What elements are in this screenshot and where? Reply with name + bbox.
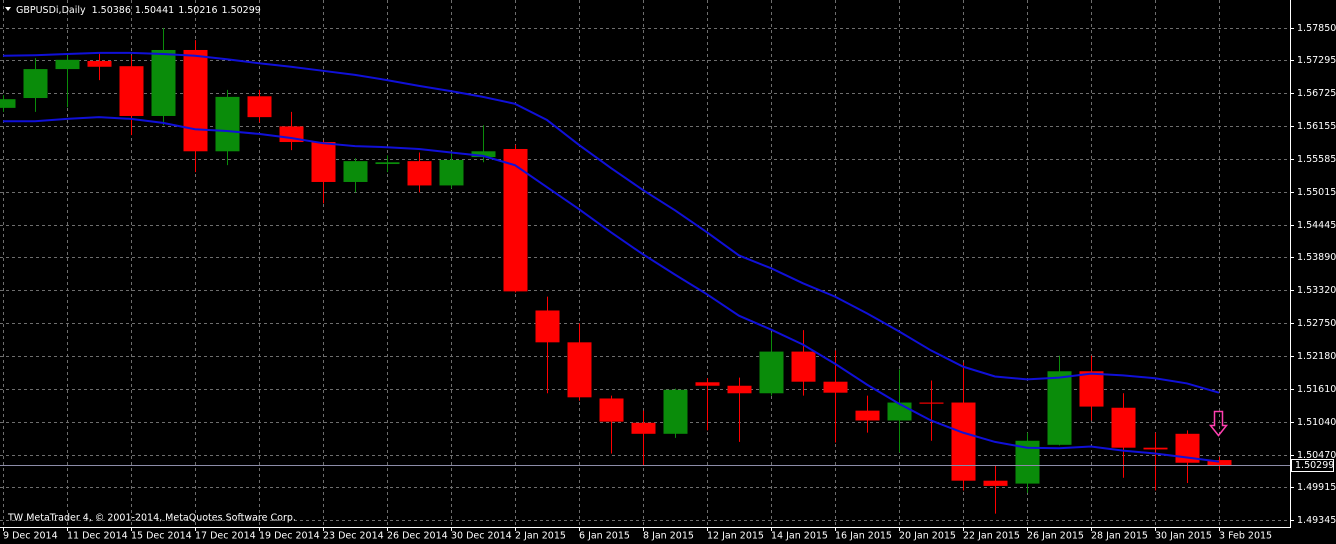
x-tick-label: 14 Jan 2015 <box>771 531 828 542</box>
candle-body <box>1047 371 1072 445</box>
candle-body <box>599 398 624 422</box>
x-tick-label: 16 Jan 2015 <box>835 531 892 542</box>
x-tick-label: 6 Jan 2015 <box>579 531 630 542</box>
y-tick-label: 1.56155 <box>1297 121 1336 132</box>
candle-body <box>247 96 272 118</box>
candle-body <box>0 99 16 108</box>
y-tick-label: 1.49345 <box>1297 515 1336 526</box>
candle-body <box>375 162 400 165</box>
candle-body <box>535 310 560 343</box>
candle-body <box>855 410 880 421</box>
candle-body <box>183 49 208 152</box>
current-price-label: 1.50299 <box>1295 460 1334 471</box>
candle-body <box>215 96 240 152</box>
candle-body <box>727 385 752 394</box>
x-tick-label: 2 Jan 2015 <box>515 531 566 542</box>
x-tick-label: 17 Dec 2014 <box>195 531 256 542</box>
candle-body <box>55 59 80 70</box>
candle-body <box>407 161 432 186</box>
candle-body <box>919 402 944 404</box>
y-tick-label: 1.51610 <box>1297 384 1336 395</box>
y-tick-label: 1.55015 <box>1297 187 1336 198</box>
current-price-box <box>1291 459 1334 472</box>
y-tick-label: 1.55585 <box>1297 154 1336 165</box>
sell-signal-arrow <box>1208 410 1229 437</box>
x-tick-label: 3 Feb 2015 <box>1219 531 1272 542</box>
candle-body <box>87 60 112 67</box>
credit: TW MetaTrader 4, © 2001-2014, MetaQuotes… <box>7 513 296 524</box>
candle-body <box>1207 460 1232 466</box>
candle-body <box>1079 371 1104 407</box>
candle-body <box>695 382 720 386</box>
y-tick-label: 1.49915 <box>1297 482 1336 493</box>
candle-body <box>1143 447 1168 450</box>
x-tick-label: 30 Jan 2015 <box>1155 531 1212 542</box>
x-tick-label: 23 Dec 2014 <box>323 531 384 542</box>
x-tick-label: 15 Dec 2014 <box>131 531 192 542</box>
y-tick-label: 1.51040 <box>1297 417 1336 428</box>
candle-body <box>567 342 592 398</box>
candle-body <box>663 389 688 434</box>
grid <box>0 0 1290 527</box>
x-tick-label: 20 Jan 2015 <box>899 531 956 542</box>
plot <box>0 27 1232 514</box>
x-tick-label: 30 Dec 2014 <box>451 531 512 542</box>
y-tick-label: 1.53890 <box>1297 252 1336 263</box>
candle-body <box>151 49 176 116</box>
candle-body <box>471 151 496 158</box>
x-tick-label: 8 Jan 2015 <box>643 531 694 542</box>
x-tick-label: 28 Jan 2015 <box>1091 531 1148 542</box>
candle-body <box>823 381 848 393</box>
y-tick-label: 1.54445 <box>1297 220 1336 231</box>
moving-average-line <box>2 51 1220 394</box>
candle-body <box>23 69 48 99</box>
chart-title: GBPUSDi,Daily 1.50386 1.50441 1.50216 1.5029… <box>16 5 261 16</box>
y-tick-label: 1.56725 <box>1297 88 1336 99</box>
y-tick-label: 1.50470 <box>1297 450 1336 461</box>
candle-body <box>1111 407 1136 448</box>
candle-body <box>791 351 816 382</box>
y-tick-label: 1.52180 <box>1297 351 1336 362</box>
candle-body <box>951 402 976 481</box>
y-tick-label: 1.53320 <box>1297 285 1336 296</box>
candle-body <box>983 480 1008 486</box>
menu-triangle[interactable] <box>5 7 11 11</box>
x-tick-label: 9 Dec 2014 <box>3 531 58 542</box>
candle-body <box>887 402 912 421</box>
x-tick-label: 26 Dec 2014 <box>387 531 448 542</box>
y-tick-label: 1.52750 <box>1297 318 1336 329</box>
x-tick-label: 19 Dec 2014 <box>259 531 320 542</box>
y-tick-label: 1.57295 <box>1297 55 1336 66</box>
candle-body <box>439 159 464 186</box>
candle-body <box>119 66 144 116</box>
y-tick-label: 1.57850 <box>1297 23 1336 34</box>
candle-body <box>343 161 368 182</box>
x-tick-label: 11 Dec 2014 <box>67 531 128 542</box>
candle-body <box>503 148 528 292</box>
x-tick-label: 26 Jan 2015 <box>1027 531 1084 542</box>
candle-body <box>759 351 784 394</box>
candle-body <box>311 142 336 182</box>
moving-average-line <box>3 116 1220 463</box>
x-tick-label: 12 Jan 2015 <box>707 531 764 542</box>
candle-body <box>631 422 656 434</box>
x-tick-label: 22 Jan 2015 <box>963 531 1020 542</box>
